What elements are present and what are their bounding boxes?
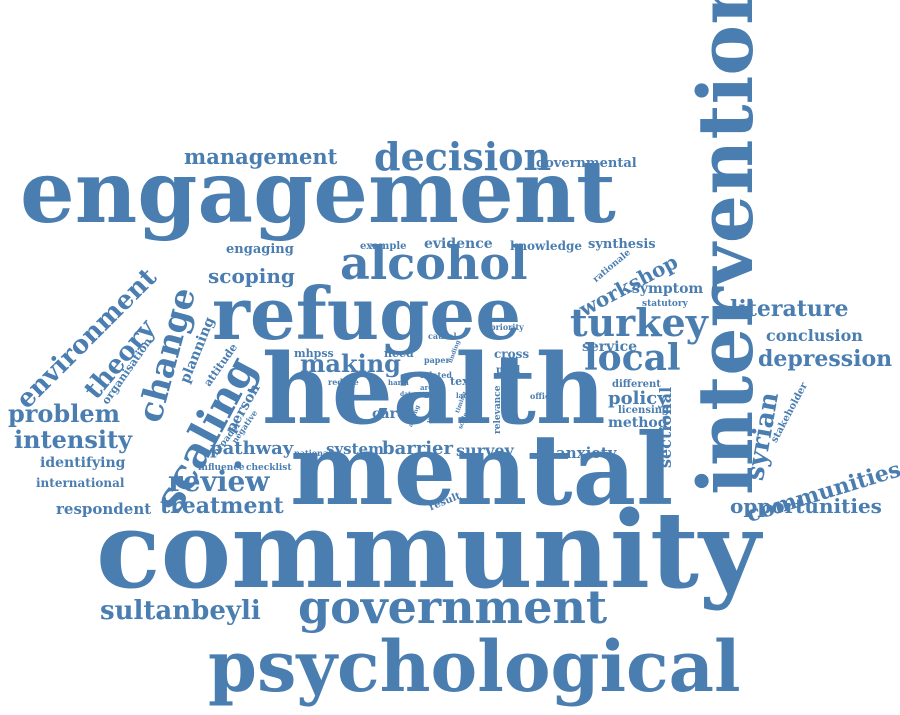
word-anxiety: anxiety <box>556 444 617 462</box>
word-relevance: relevance <box>493 385 503 434</box>
word-identifying: identifying <box>40 455 126 471</box>
word-text: text <box>450 375 474 388</box>
word-licensing: licensing <box>618 405 670 416</box>
word-problem: problem <box>8 399 120 428</box>
word-decision: decision <box>374 134 552 179</box>
word-statutory: statutory <box>642 299 688 309</box>
word-priority: priority <box>490 322 524 332</box>
word-reduce: reduce <box>328 377 359 387</box>
word-checklist: checklist <box>246 463 292 473</box>
word-influence: influence <box>198 463 245 473</box>
word-government: government <box>298 580 608 634</box>
word-literature: literature <box>730 296 849 322</box>
word-survey: survey <box>456 441 514 460</box>
word-method: method <box>608 415 668 431</box>
word-scoping: scoping <box>208 264 295 288</box>
word-evidence: evidence <box>424 236 493 252</box>
word-treatment: treatment <box>160 493 284 519</box>
word-paper: paper <box>424 355 450 365</box>
word-lack: lack <box>456 391 473 400</box>
word-knowledge: knowledge <box>510 239 582 253</box>
word-policy: policy <box>608 388 668 409</box>
word-care: care <box>372 406 406 422</box>
word-mhpss: mhpss <box>294 347 334 360</box>
word-area: area <box>420 383 438 392</box>
word-sultanbeyli: sultanbeyli <box>100 596 261 626</box>
word-engaging: engaging <box>226 242 294 257</box>
word-intensity: intensity <box>14 425 133 454</box>
word-pathway: pathway <box>210 438 294 459</box>
word-turkey: turkey <box>570 300 708 345</box>
word-respondent: respondent <box>56 500 152 518</box>
word-management: management <box>184 144 338 169</box>
word-acc: acc <box>424 391 438 400</box>
word-system: system <box>326 440 384 458</box>
word-health: health <box>262 333 606 446</box>
word-cross: cross <box>494 347 530 361</box>
word-mental: mental <box>290 413 674 528</box>
word-engagement: engagement <box>20 142 616 243</box>
word-related: related <box>420 370 452 380</box>
word-harm: harm <box>388 378 409 387</box>
word-depression: depression <box>758 346 893 372</box>
word-alcohol: alcohol <box>340 236 528 290</box>
word-local: local <box>584 337 681 379</box>
word-international: international <box>36 476 125 490</box>
word-service: service <box>582 339 638 355</box>
word-data: data <box>400 391 415 398</box>
word-governmental: governmental <box>536 156 637 171</box>
word-psychological: psychological <box>208 625 741 708</box>
word-barrier: barrier <box>382 438 453 459</box>
word-example: example <box>360 241 407 252</box>
word-community: community <box>96 487 761 612</box>
word-synthesis: synthesis <box>588 237 656 252</box>
word-national: national <box>294 448 332 458</box>
word-opportunities: opportunities <box>730 494 882 518</box>
word-dot: ● <box>234 460 242 470</box>
word-symptom: symptom <box>632 281 704 297</box>
word-review: review <box>168 465 270 498</box>
word-different: different <box>612 379 661 390</box>
word-making: making <box>300 349 401 378</box>
word-need: need <box>384 347 414 360</box>
word-causal: causal <box>428 331 457 341</box>
word-refugee: refugee <box>212 271 522 356</box>
word-ptsd: ptsd <box>496 365 521 376</box>
word-conclusion: conclusion <box>766 326 863 345</box>
word-official: official <box>530 391 562 401</box>
